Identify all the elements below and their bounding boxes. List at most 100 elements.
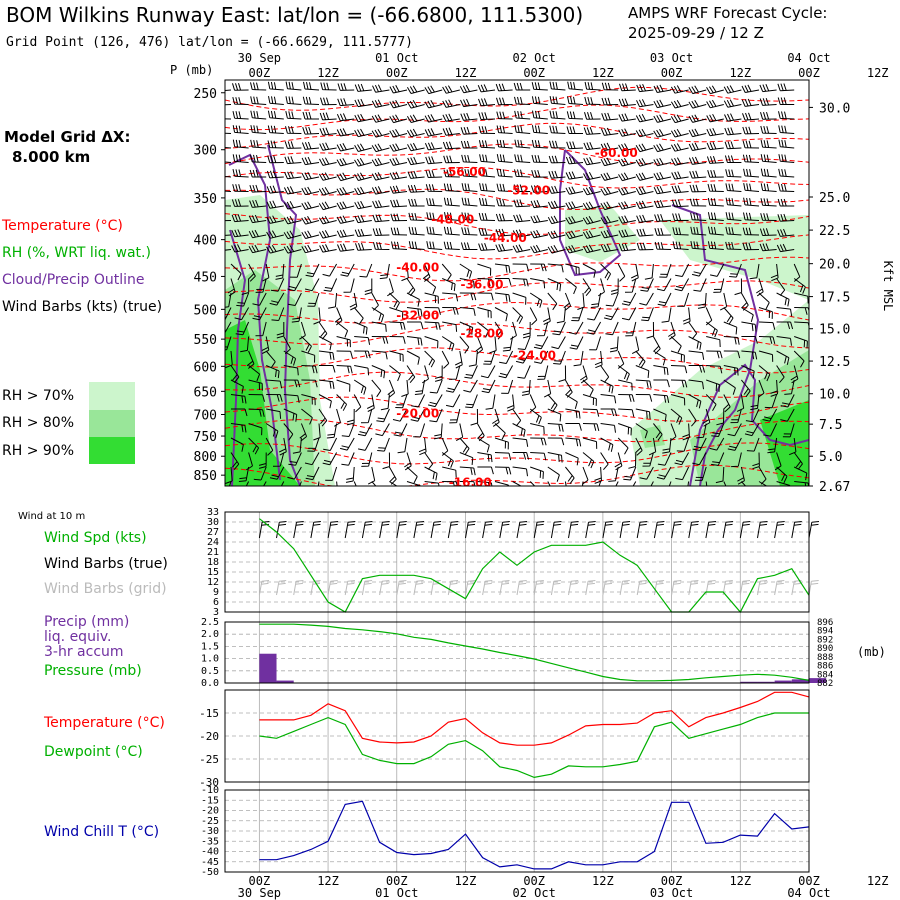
precip-bar — [774, 680, 792, 683]
upper-wind-barb — [688, 350, 705, 360]
temperature-y-axis: -15 -20 -25 -30 — [199, 707, 219, 789]
temperature-contour-label: -40.00 — [396, 260, 439, 274]
upper-wind-barb — [283, 365, 299, 376]
upper-wind-barb — [230, 379, 244, 394]
upper-wind-barb — [573, 350, 584, 367]
upper-wind-barb — [742, 112, 760, 121]
upper-wind-barb — [750, 394, 760, 411]
upper-wind-barb — [479, 197, 496, 207]
upper-wind-barb — [778, 139, 795, 149]
upper-wind-barb — [389, 157, 408, 166]
precip-bar — [276, 680, 294, 683]
upper-wind-barb — [425, 156, 443, 165]
upper-wind-barb — [758, 292, 770, 310]
upper-wind-barb — [266, 230, 284, 239]
upper-wind-barb — [449, 408, 461, 424]
temperature-panel: Temperature (°C) Dewpoint (°C) -15 -20 -25… — [43, 689, 810, 789]
upper-wind-barb — [517, 365, 531, 379]
upper-wind-barb — [461, 212, 478, 221]
upper-wind-barb — [249, 169, 267, 178]
upper-wind-barb — [729, 263, 742, 278]
upper-wind-barb — [283, 201, 302, 210]
surface-wind-barb — [705, 521, 717, 539]
upper-wind-barb — [443, 197, 460, 207]
upper-wind-barb — [299, 423, 308, 442]
upper-wind-barb — [759, 228, 777, 236]
upper-wind-barb — [618, 423, 632, 436]
upper-wind-barb — [618, 113, 636, 122]
surface-grid-wind-barb — [327, 580, 338, 596]
upper-wind-barb — [711, 423, 725, 437]
upper-wind-barb — [390, 213, 408, 222]
upper-wind-barb — [654, 241, 672, 250]
upper-wind-barb — [725, 212, 742, 221]
upper-wind-barb — [389, 321, 406, 330]
upper-wind-barb — [635, 365, 650, 378]
upper-wind-barb — [442, 85, 460, 94]
precip-tick-label: 1.0 — [201, 654, 219, 665]
upper-wind-barb — [794, 321, 809, 329]
upper-wind-barb — [793, 263, 801, 282]
surface-grid-wind-barb — [774, 580, 785, 596]
upper-wind-barb — [406, 100, 425, 109]
upper-wind-barb — [689, 184, 707, 193]
rh70-label: RH > 70% — [2, 388, 74, 404]
upper-wind-barb — [408, 226, 425, 236]
upper-wind-barb — [287, 292, 302, 306]
surface-grid-wind-barb — [516, 580, 527, 596]
upper-wind-barb — [731, 452, 742, 468]
surface-wind-barb — [258, 521, 270, 539]
upper-wind-barb — [496, 125, 513, 134]
upper-wind-barb — [234, 307, 250, 321]
upper-wind-barb — [477, 278, 494, 287]
upper-wind-barb — [477, 307, 492, 319]
upper-wind-barb — [496, 198, 513, 207]
upper-wind-barb — [407, 170, 425, 179]
upper-wind-barb — [353, 307, 364, 325]
upper-wind-barb — [266, 200, 284, 209]
upper-wind-barb — [583, 127, 601, 135]
upper-wind-barb — [600, 215, 619, 225]
upper-wind-barb — [513, 184, 531, 192]
precip-tick-label: 2.5 — [201, 617, 219, 628]
upper-wind-barb — [653, 129, 672, 138]
upper-wind-barb — [250, 110, 267, 120]
upper-wind-barb — [587, 307, 602, 321]
upper-wind-barb — [741, 336, 758, 344]
upper-wind-barb — [424, 142, 443, 151]
upper-wind-barb — [258, 452, 267, 469]
height-tick-label: 22.5 — [819, 224, 850, 239]
precip-grid — [225, 621, 809, 684]
upper-wind-barb — [387, 379, 396, 398]
upper-wind-barb — [530, 229, 548, 239]
upper-wind-barb — [478, 126, 496, 134]
upper-wind-barb — [360, 408, 373, 424]
upper-wind-barb — [496, 97, 513, 106]
upper-wind-barb — [762, 408, 778, 422]
upper-wind-barb — [250, 82, 267, 91]
upper-wind-barb — [270, 278, 285, 292]
upper-wind-barb — [618, 143, 636, 152]
wind-chill-tick-label: -15 — [201, 795, 219, 806]
upper-wind-barb — [707, 212, 724, 221]
height-tick-label: 5.0 — [819, 450, 842, 465]
upper-wind-barb — [512, 466, 528, 477]
upper-wind-barb — [600, 379, 614, 394]
height-tick-label: 20.0 — [819, 258, 850, 273]
upper-wind-barb — [589, 336, 602, 351]
upper-wind-barb — [764, 394, 778, 409]
upper-wind-barb — [375, 423, 390, 437]
wind-speed-label: Wind Spd (kts) — [44, 530, 147, 546]
bottom-hour-tick-label: 12Z — [455, 874, 477, 888]
temperature-contour — [225, 301, 809, 324]
upper-wind-barb — [790, 365, 799, 384]
upper-wind-barb — [532, 110, 548, 120]
temperature-tick-label: -25 — [199, 753, 219, 766]
upper-wind-barb — [354, 172, 372, 181]
upper-wind-barb — [354, 214, 372, 224]
upper-wind-barb — [688, 365, 706, 373]
upper-wind-barb — [618, 201, 636, 210]
upper-wind-barb — [231, 214, 249, 223]
upper-wind-barb — [444, 212, 460, 221]
upper-wind-barb — [424, 99, 443, 109]
